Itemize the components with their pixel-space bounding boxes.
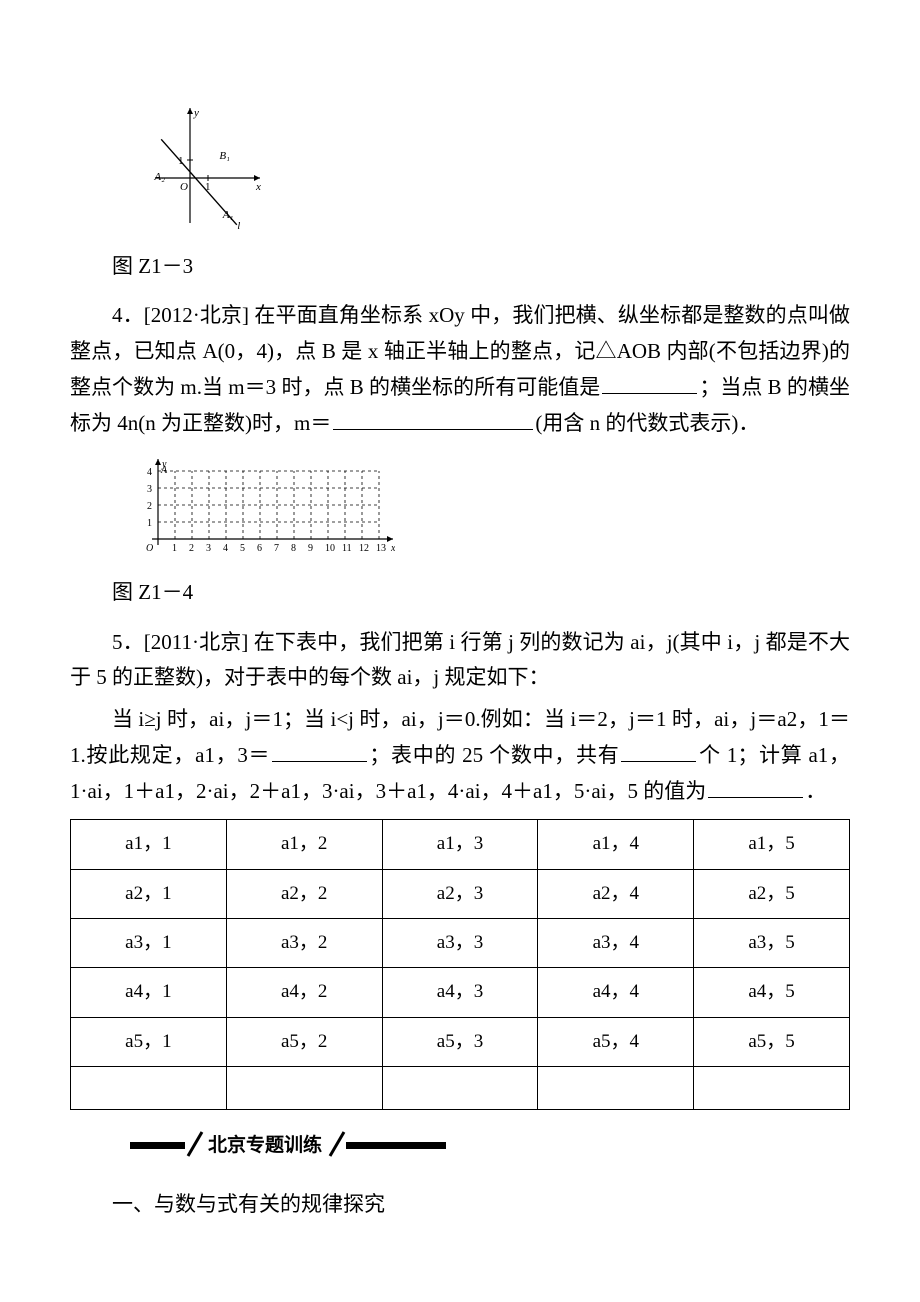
svg-text:1: 1 (147, 518, 152, 529)
svg-text:3: 3 (206, 543, 211, 554)
section-banner-svg: 北京专题训练 (130, 1128, 450, 1162)
svg-text:9: 9 (308, 543, 313, 554)
svg-text:6: 6 (257, 543, 262, 554)
problem-5-text-a: 5．[2011·北京] 在下表中，我们把第 i 行第 j 列的数记为 ai，j(… (70, 625, 850, 696)
table-cell: a3，5 (694, 918, 850, 967)
table-cell: a3，4 (538, 918, 694, 967)
data-table: a1，1a1，2a1，3a1，4a1，5a2，1a2，2a2，3a2，4a2，5… (70, 819, 850, 1109)
section-banner: 北京专题训练 (130, 1128, 850, 1174)
table-row (71, 1066, 850, 1109)
table-cell: a2，3 (382, 869, 538, 918)
table-cell: a1，2 (226, 820, 382, 869)
table-cell: a1，4 (538, 820, 694, 869)
table-cell: a4，2 (226, 968, 382, 1017)
table-cell: a4，1 (71, 968, 227, 1017)
table-cell: a1，5 (694, 820, 850, 869)
svg-text:7: 7 (274, 543, 279, 554)
table-cell: a5，4 (538, 1017, 694, 1066)
svg-text:1: 1 (178, 155, 184, 167)
table-cell: a3，2 (226, 918, 382, 967)
table-row: a2，1a2，2a2，3a2，4a2，5 (71, 869, 850, 918)
svg-text:3: 3 (147, 484, 152, 495)
section-heading: 一、与数与式有关的规律探究 (70, 1187, 850, 1223)
table-cell: a2，4 (538, 869, 694, 918)
table-row: a5，1a5，2a5，3a5，4a5，5 (71, 1017, 850, 1066)
table-cell (71, 1066, 227, 1109)
table-cell: a4，4 (538, 968, 694, 1017)
svg-text:13: 13 (376, 543, 386, 554)
table-cell: a1，3 (382, 820, 538, 869)
table-cell: a1，1 (71, 820, 227, 869)
table-cell (382, 1066, 538, 1109)
svg-text:A₁: A₁ (222, 209, 234, 221)
svg-text:11: 11 (342, 543, 352, 554)
blank-4 (621, 738, 696, 762)
svg-text:4: 4 (147, 467, 152, 478)
table-cell (538, 1066, 694, 1109)
table-cell: a3，1 (71, 918, 227, 967)
table-cell: a2，5 (694, 869, 850, 918)
problem-4-text: 4．[2012·北京] 在平面直角坐标系 xOy 中，我们把横、纵坐标都是整数的… (70, 298, 850, 441)
table-cell: a2，2 (226, 869, 382, 918)
blank-1 (602, 370, 697, 394)
svg-text:x: x (390, 543, 395, 554)
table-cell (694, 1066, 850, 1109)
svg-text:北京专题训练: 北京专题训练 (208, 1133, 322, 1156)
table-cell: a3，3 (382, 918, 538, 967)
figure-z1-4-caption: 图 Z1－4 (70, 575, 850, 611)
svg-text:2: 2 (147, 501, 152, 512)
svg-text:A: A (160, 465, 168, 476)
table-cell: a2，1 (71, 869, 227, 918)
table-cell: a5，3 (382, 1017, 538, 1066)
table-cell: a4，5 (694, 968, 850, 1017)
blank-3 (272, 738, 367, 762)
table-cell: a5，2 (226, 1017, 382, 1066)
figure-z1-4-svg: 123456789101112131234OyxA (130, 449, 395, 559)
svg-text:2: 2 (189, 543, 194, 554)
table-cell: a4，3 (382, 968, 538, 1017)
svg-text:1: 1 (172, 543, 177, 554)
blank-2 (333, 406, 533, 430)
svg-text:10: 10 (325, 543, 335, 554)
figure-z1-3: y x O 1 1 A₁ A₂ B₁ l (130, 98, 850, 245)
svg-text:A₂: A₂ (153, 171, 165, 183)
table-row: a4，1a4，2a4，3a4，4a4，5 (71, 968, 850, 1017)
svg-text:8: 8 (291, 543, 296, 554)
problem-4-suffix: (用含 n 的代数式表示)． (535, 411, 759, 435)
blank-5 (708, 774, 803, 798)
svg-text:O: O (180, 181, 188, 193)
svg-text:12: 12 (359, 543, 369, 554)
svg-text:4: 4 (223, 543, 228, 554)
svg-text:1: 1 (205, 181, 211, 193)
table-cell: a5，1 (71, 1017, 227, 1066)
table-cell: a5，5 (694, 1017, 850, 1066)
table-cell (226, 1066, 382, 1109)
problem-5b-t2: ；表中的 25 个数中，共有 (369, 743, 619, 767)
table-row: a1，1a1，2a1，3a1，4a1，5 (71, 820, 850, 869)
table-row: a3，1a3，2a3，3a3，4a3，5 (71, 918, 850, 967)
svg-text:O: O (146, 543, 153, 554)
svg-text:y: y (193, 107, 199, 119)
problem-5b-t4: ． (805, 779, 826, 803)
figure-z1-3-svg: y x O 1 1 A₁ A₂ B₁ l (130, 98, 270, 233)
figure-z1-3-caption: 图 Z1－3 (70, 249, 850, 285)
svg-text:B₁: B₁ (219, 150, 230, 162)
figure-z1-4: 123456789101112131234OyxA (130, 449, 850, 571)
svg-text:l: l (237, 220, 240, 232)
problem-5-text-b: 当 i≥j 时，ai，j＝1；当 i<j 时，ai，j＝0.例如：当 i＝2，j… (70, 702, 850, 809)
svg-text:x: x (255, 181, 261, 193)
svg-text:5: 5 (240, 543, 245, 554)
